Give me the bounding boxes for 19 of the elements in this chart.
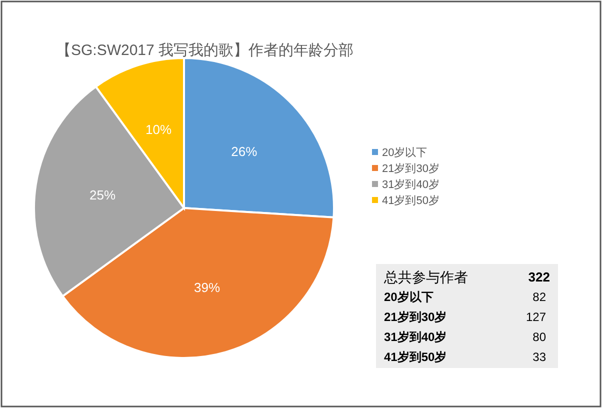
text: 总共参与作者 bbox=[383, 268, 468, 285]
data-label: 33 bbox=[532, 350, 546, 364]
data-label: 39% bbox=[194, 280, 220, 295]
legend-label: 21岁到30岁 bbox=[382, 162, 440, 175]
category-label: 31岁到40岁 bbox=[384, 330, 447, 344]
data-label: 26% bbox=[231, 144, 258, 160]
data-label: 80 bbox=[532, 330, 546, 344]
chart-title: 【SG:SW2017 我写我的歌】作者的年龄分部 bbox=[56, 42, 354, 59]
text: 322 bbox=[528, 270, 550, 285]
category-label: 41岁到50岁 bbox=[384, 350, 447, 364]
data-label: 82 bbox=[532, 290, 546, 304]
data-label: 25% bbox=[90, 188, 116, 203]
legend-label: 20岁以下 bbox=[382, 146, 428, 159]
category-label: 20岁以下 bbox=[384, 290, 434, 304]
data-label: 10% bbox=[145, 122, 172, 138]
category-label: 21岁到30岁 bbox=[384, 310, 447, 324]
legend-label: 41岁到50岁 bbox=[382, 194, 440, 207]
data-label: 127 bbox=[526, 310, 546, 324]
legend-label: 31岁到40岁 bbox=[382, 178, 440, 191]
